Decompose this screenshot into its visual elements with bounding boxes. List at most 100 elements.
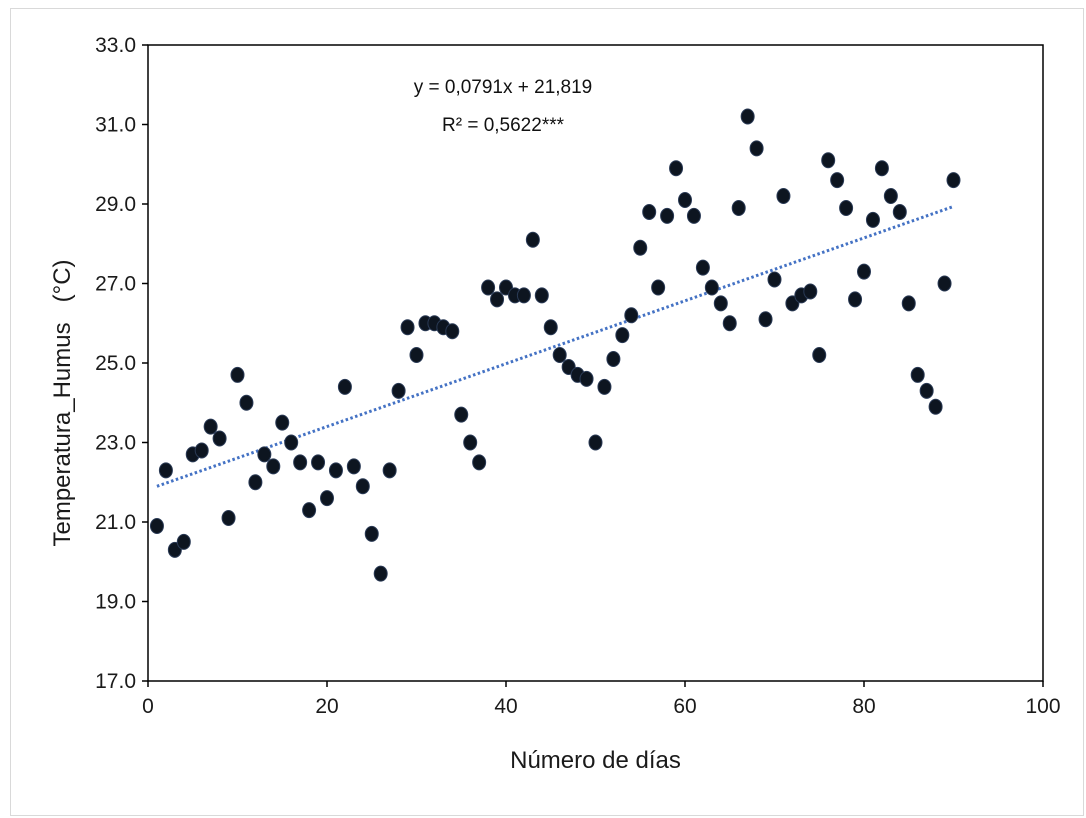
data-point (230, 366, 245, 383)
data-point (615, 327, 630, 344)
data-point (821, 152, 836, 169)
data-point (364, 525, 379, 542)
data-point (740, 108, 755, 125)
data-point (722, 315, 737, 332)
data-point (266, 458, 281, 475)
data-point (946, 172, 961, 189)
data-point (686, 207, 701, 224)
x-tick-label: 0 (142, 695, 154, 718)
y-tick-label: 31.0 (95, 114, 136, 137)
data-point (248, 474, 263, 491)
data-point (194, 442, 209, 459)
data-point (758, 311, 773, 328)
data-point (624, 307, 639, 324)
data-point (391, 382, 406, 399)
y-tick-label: 17.0 (95, 670, 136, 693)
data-point (857, 263, 871, 280)
data-point (910, 366, 925, 383)
data-point (713, 295, 728, 312)
data-point (848, 291, 863, 308)
data-point (373, 565, 388, 582)
data-point (937, 275, 952, 292)
data-point (704, 279, 719, 296)
data-point (293, 454, 308, 471)
data-point (454, 406, 469, 423)
data-point (445, 323, 460, 340)
y-tick-label: 19.0 (95, 591, 136, 614)
data-point (669, 160, 684, 177)
data-point (212, 430, 227, 447)
regression-equation: y = 0,0791x + 21,819 (414, 77, 593, 98)
x-tick-label: 60 (673, 695, 696, 718)
data-point (275, 414, 290, 431)
data-point (472, 454, 487, 471)
data-point (302, 502, 317, 519)
data-point (409, 347, 424, 364)
x-tick-label: 100 (1025, 695, 1060, 718)
data-point (812, 347, 827, 364)
data-point (651, 279, 666, 296)
data-point (355, 478, 370, 495)
data-point (633, 239, 648, 256)
data-point (642, 203, 657, 220)
data-point (149, 517, 164, 534)
y-tick-label: 29.0 (95, 193, 136, 216)
r-squared-label: R² = 0,5622*** (442, 115, 565, 136)
x-tick-label: 80 (852, 695, 875, 718)
x-axis: 0 20 40 60 80 100 (142, 681, 1061, 718)
data-point (311, 454, 326, 471)
x-tick-label: 20 (315, 695, 338, 718)
data-point (257, 446, 272, 463)
data-point (525, 231, 540, 248)
data-point (883, 188, 898, 205)
data-point (776, 188, 791, 205)
data-point (731, 199, 746, 216)
data-point (221, 510, 236, 527)
data-point (203, 418, 218, 435)
data-point (874, 160, 889, 177)
y-axis-title: Temperatura_Humus (°C) (49, 259, 76, 546)
data-point (892, 203, 907, 220)
data-point (158, 462, 173, 479)
chart-frame (10, 8, 1084, 816)
data-point (588, 434, 603, 451)
plot-area (147, 44, 1044, 682)
data-point (284, 434, 299, 451)
data-point (606, 351, 621, 368)
data-point (928, 398, 943, 415)
data-point (660, 207, 675, 224)
data-point (830, 172, 845, 189)
y-tick-label: 33.0 (95, 34, 136, 57)
y-tick-label: 21.0 (95, 511, 136, 534)
data-point (320, 490, 334, 507)
data-point (678, 192, 692, 209)
data-point (749, 140, 764, 157)
y-tick-label: 25.0 (95, 352, 136, 375)
data-point (865, 211, 880, 228)
data-point (919, 382, 934, 399)
data-point (328, 462, 343, 479)
data-point (579, 370, 594, 387)
data-point (382, 462, 397, 479)
x-tick-label: 40 (494, 695, 517, 718)
data-point (839, 199, 854, 216)
x-axis-title: Número de días (510, 747, 681, 774)
data-point (695, 259, 710, 276)
data-point (490, 291, 505, 308)
data-point (803, 283, 818, 300)
data-point (767, 271, 782, 288)
data-point (543, 319, 558, 336)
data-point (552, 347, 567, 364)
data-point (516, 287, 531, 304)
y-tick-label: 23.0 (95, 432, 136, 455)
data-point (400, 319, 415, 336)
y-tick-label: 27.0 (95, 273, 136, 296)
data-point (481, 279, 496, 296)
data-point (534, 287, 549, 304)
data-point (346, 458, 361, 475)
y-axis: 17.0 19.0 21.0 23.0 25.0 27.0 29.0 31.0 33.0 (95, 34, 148, 693)
data-points (149, 108, 961, 582)
data-point (901, 295, 916, 312)
data-point (337, 378, 352, 395)
